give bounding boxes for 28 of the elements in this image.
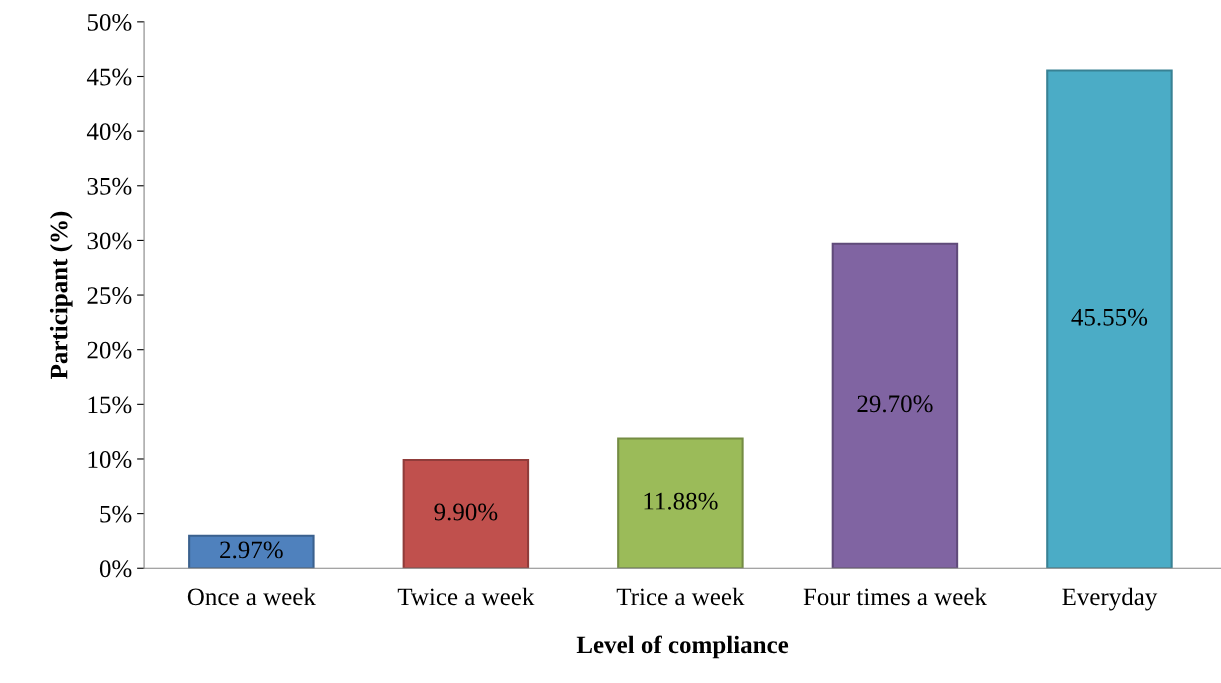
y-axis-title: Participant (%)	[49, 211, 73, 379]
data-label: 9.90%	[434, 503, 498, 521]
y-tick-label: 0%	[99, 560, 132, 578]
y-tick-label: 50%	[87, 13, 132, 31]
data-label: 29.70%	[857, 395, 933, 413]
y-tick-label: 45%	[86, 68, 132, 86]
bar	[617, 437, 744, 569]
y-tick-label: 20%	[87, 341, 132, 359]
bar	[831, 242, 959, 569]
y-tick-label: 5%	[100, 505, 132, 523]
data-label: 45.55%	[1071, 308, 1148, 326]
y-tick-label: 35%	[87, 177, 132, 195]
x-tick-label: Everyday	[1062, 587, 1158, 611]
x-axis-title: Level of compliance	[576, 635, 789, 659]
bar	[1046, 69, 1173, 569]
y-tick-label: 30%	[87, 232, 132, 250]
data-label: 2.97%	[220, 541, 283, 559]
x-tick-label: Four times a week	[803, 587, 987, 606]
data-label: 11.88%	[644, 492, 718, 510]
y-tick-label: 25%	[87, 287, 132, 305]
x-tick-label: Trice a week	[616, 587, 745, 606]
y-tick-label: 15%	[88, 396, 132, 414]
y-tick-label: 40%	[86, 123, 132, 141]
bar	[188, 534, 315, 569]
x-tick-label: Twice a week	[397, 587, 535, 606]
y-tick-label: 10%	[88, 451, 132, 468]
x-tick-label: Once a week	[187, 587, 316, 606]
bar	[402, 459, 530, 569]
